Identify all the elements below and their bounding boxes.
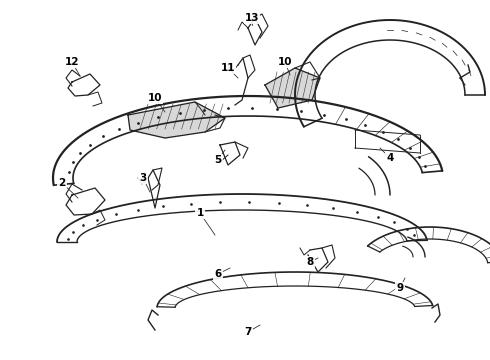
Polygon shape	[265, 68, 320, 108]
Text: 12: 12	[65, 57, 79, 67]
Text: 8: 8	[306, 257, 314, 267]
Text: 9: 9	[396, 283, 404, 293]
Text: 5: 5	[215, 155, 221, 165]
Polygon shape	[128, 102, 225, 138]
Text: 3: 3	[139, 173, 147, 183]
Text: 7: 7	[245, 327, 252, 337]
Text: 10: 10	[148, 93, 162, 103]
Text: 10: 10	[278, 57, 292, 67]
Text: 13: 13	[245, 13, 259, 23]
Text: 4: 4	[386, 153, 393, 163]
Text: 2: 2	[58, 178, 66, 188]
Text: 11: 11	[221, 63, 235, 73]
Text: 1: 1	[196, 208, 204, 218]
Text: 6: 6	[215, 269, 221, 279]
